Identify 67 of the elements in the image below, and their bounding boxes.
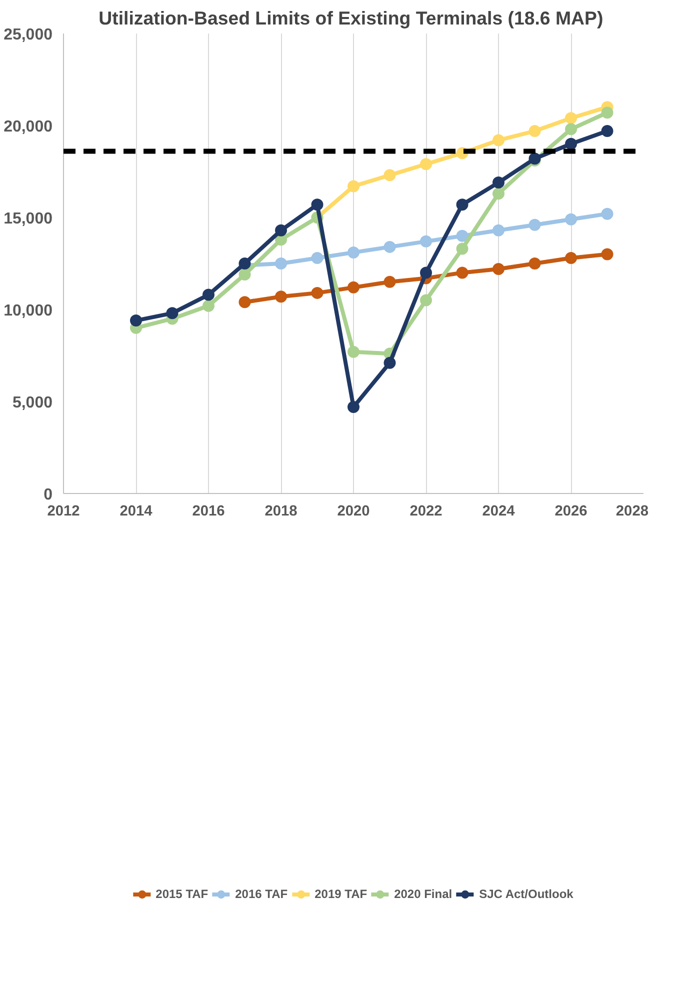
point (601, 125, 614, 138)
point (565, 213, 577, 226)
legend-label: 2016 TAF (235, 887, 288, 901)
legend-label: SJC Act/Outlook (479, 887, 574, 901)
y-tick-label: 20,000 (4, 118, 53, 136)
point (384, 276, 396, 288)
point (528, 258, 541, 270)
point (130, 314, 142, 327)
point (202, 288, 214, 301)
x-tick-label: 2026 (554, 504, 588, 520)
point (565, 252, 577, 264)
chart-title: Utilization-Based Limits of Existing Terminals (18.6 MAP) (98, 8, 604, 28)
point (565, 138, 577, 150)
point (420, 158, 432, 170)
point (311, 198, 324, 211)
point (492, 134, 504, 146)
point (348, 180, 360, 192)
point (348, 346, 360, 358)
x-tick-label: 2014 (120, 504, 154, 520)
point (456, 198, 468, 211)
point (275, 258, 287, 270)
point (238, 296, 251, 308)
x-tick-label: 2020 (337, 504, 370, 520)
x-tick-label: 2024 (482, 504, 516, 520)
y-tick-label: 15,000 (4, 210, 53, 228)
legend-label: 2020 Final (394, 887, 452, 901)
point (492, 263, 504, 276)
point (565, 123, 577, 136)
point (275, 224, 287, 236)
point (384, 240, 396, 253)
legend-label: 2015 TAF (156, 887, 208, 901)
point (311, 252, 324, 264)
x-tick-label: 2028 (616, 504, 649, 520)
point (528, 218, 541, 231)
point (492, 176, 504, 189)
point (348, 246, 360, 258)
point (456, 266, 468, 279)
y-tick-label: 25,000 (4, 26, 53, 44)
x-tick-label: 2016 (192, 504, 225, 520)
point (311, 286, 324, 299)
point (420, 235, 432, 248)
x-tick-label: 2022 (410, 504, 442, 520)
point (565, 112, 577, 124)
point (601, 208, 614, 220)
point (492, 188, 504, 200)
point (601, 248, 614, 260)
y-tick-label: 0 (44, 486, 53, 504)
point (420, 266, 432, 279)
point (275, 290, 287, 303)
y-tick-label: 10,000 (4, 302, 53, 320)
point (348, 281, 360, 294)
point (384, 169, 396, 182)
point (601, 106, 614, 119)
legend-label: 2019 TAF (314, 887, 368, 901)
point (348, 401, 360, 414)
point (528, 125, 541, 138)
point (456, 230, 468, 242)
point (492, 224, 504, 236)
x-tick-label: 2012 (47, 504, 80, 520)
point (238, 268, 251, 281)
point (384, 356, 396, 369)
point (456, 242, 468, 255)
x-tick-label: 2018 (264, 504, 298, 520)
point (420, 294, 432, 306)
point (202, 300, 214, 312)
y-tick-label: 5,000 (12, 394, 53, 412)
point (166, 307, 178, 320)
